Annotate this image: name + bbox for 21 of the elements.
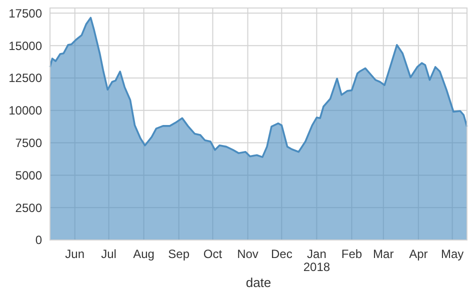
x-tick-label: Nov [237, 247, 258, 261]
x-tick-label: Aug [133, 247, 154, 261]
x-tick-label: Dec [270, 247, 292, 261]
x-tick-label: Jan 2018 [303, 247, 330, 274]
x-tick-label: Jul [101, 247, 116, 261]
x-axis-title: date [246, 275, 272, 290]
x-tick-label: Feb [341, 247, 362, 261]
y-tick-label: 10000 [8, 104, 42, 118]
x-tick-label: Oct [203, 247, 223, 261]
y-tick-label: 12500 [8, 71, 42, 86]
y-tick-label: 17500 [8, 6, 42, 20]
y-tick-label: 7500 [15, 136, 42, 150]
x-tick-label: Apr [409, 247, 428, 261]
x-tick-label: Jun [65, 247, 85, 261]
x-tick-label: Sep [168, 247, 190, 261]
y-tick-label: 15000 [8, 38, 42, 53]
y-tick-label: 0 [35, 233, 42, 248]
y-tick-label: 2500 [15, 200, 42, 215]
x-tick-label: Mar [373, 247, 394, 261]
x-tick-label: May [440, 247, 464, 261]
y-tick-label: 5000 [15, 168, 42, 182]
